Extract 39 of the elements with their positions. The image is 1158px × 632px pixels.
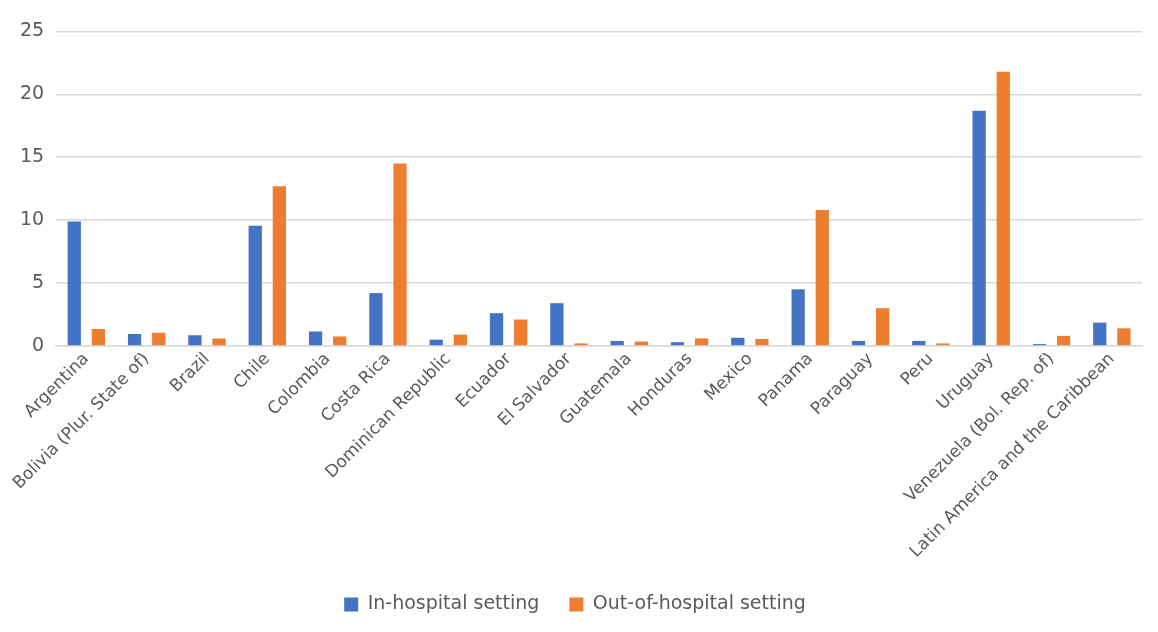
bar [248, 225, 262, 346]
bar [851, 340, 866, 346]
bar [127, 333, 142, 346]
bar [912, 340, 926, 346]
bar [393, 163, 407, 346]
bar [695, 338, 709, 346]
y-tick-label: 25 [19, 18, 45, 41]
bar [670, 342, 685, 346]
bar [489, 313, 504, 346]
bar [791, 289, 805, 346]
y-tick-label: 5 [32, 269, 45, 292]
bar [272, 186, 287, 346]
bar [67, 221, 81, 346]
legend-label: In-hospital setting [367, 591, 540, 614]
y-tick-label: 15 [19, 144, 45, 167]
bar [972, 110, 986, 346]
bar [453, 334, 467, 346]
bar [755, 339, 769, 346]
bar [815, 210, 829, 346]
bar [731, 337, 745, 346]
bar [1093, 322, 1107, 346]
legend-label: Out-of-hospital setting [592, 591, 806, 614]
bar [875, 308, 890, 346]
bar [996, 71, 1010, 346]
bar [1117, 328, 1131, 346]
bar [514, 319, 528, 346]
bar [188, 335, 202, 346]
y-tick-label: 10 [19, 207, 45, 230]
bar [550, 303, 564, 346]
bar [369, 293, 383, 346]
bar [333, 336, 347, 346]
y-tick-label: 20 [19, 81, 45, 104]
bar [610, 340, 624, 346]
bar [91, 328, 106, 346]
bar [152, 332, 166, 346]
bar [1056, 335, 1071, 346]
y-tick-label: 0 [32, 332, 45, 355]
bar [308, 331, 323, 346]
bar [212, 338, 226, 346]
